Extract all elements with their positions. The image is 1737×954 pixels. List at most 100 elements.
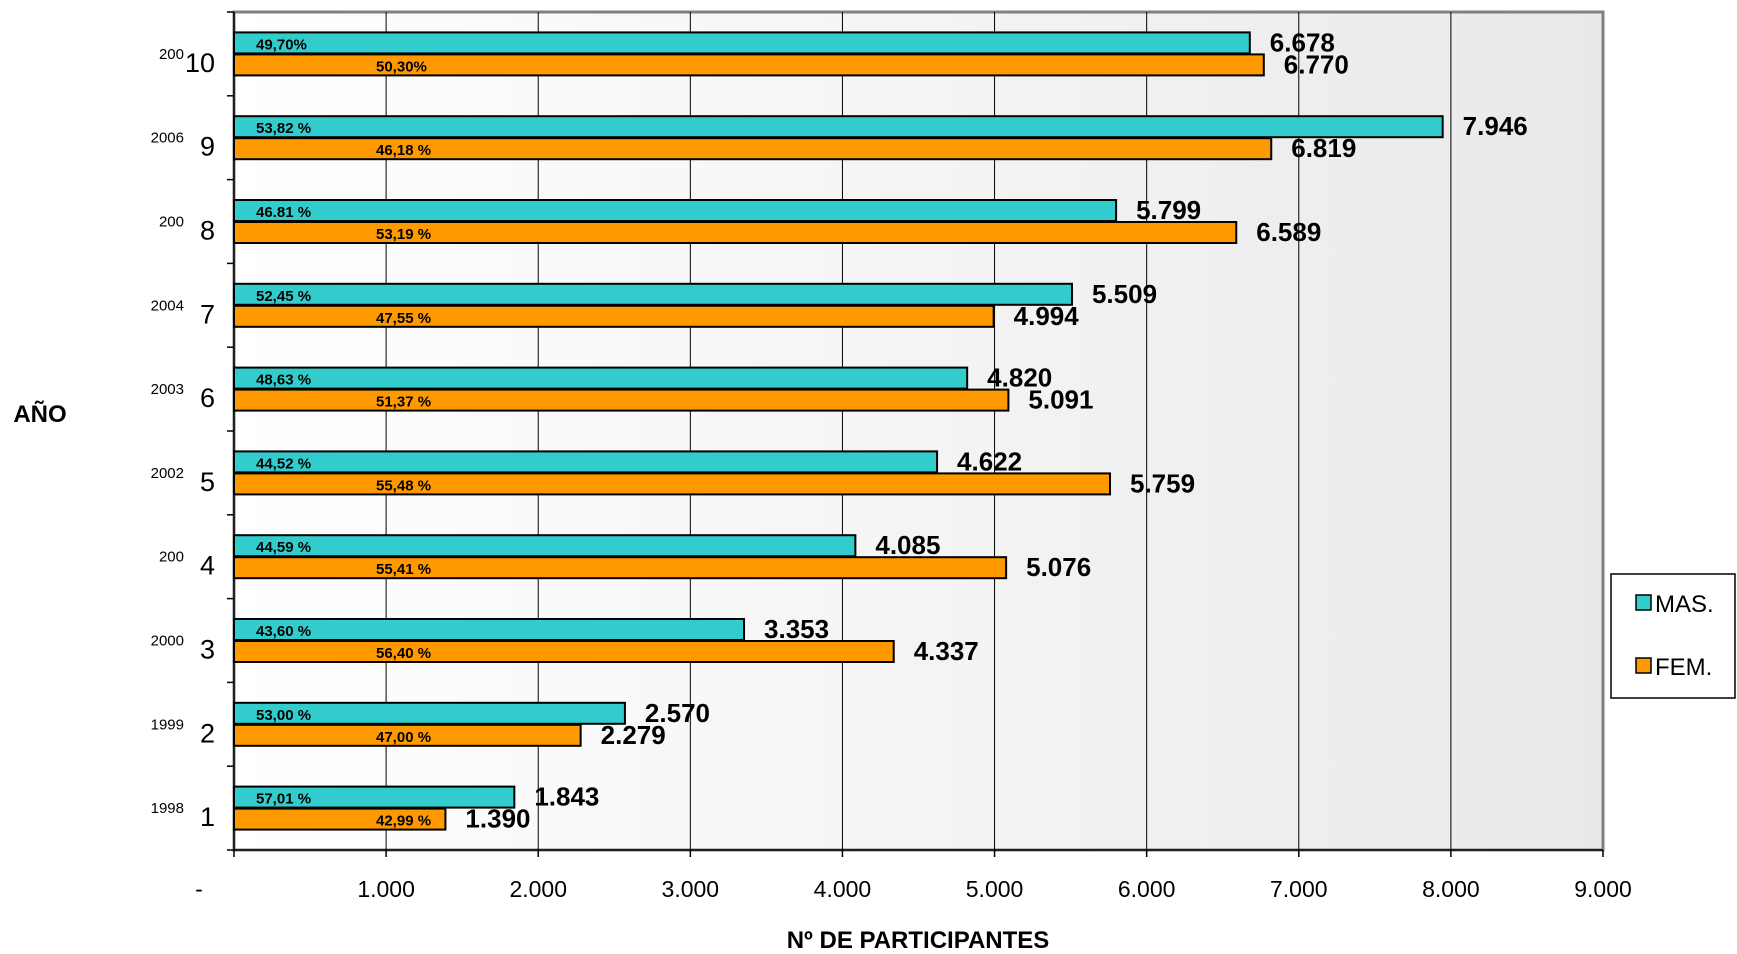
legend-label-fem: FEM. [1655,654,1712,681]
value-label: 1.843 [534,782,599,812]
value-label: 4.820 [987,363,1052,393]
bar-fem [233,807,447,831]
x-tick-label: 2.000 [509,876,567,902]
percent-label: 56,40 % [376,645,431,662]
percent-label: 49,70% [256,36,307,53]
bar-fem [233,723,582,747]
x-tick-label: 8.000 [1422,876,1480,902]
value-label: 6.589 [1256,217,1321,247]
value-label: 7.946 [1463,111,1528,141]
x-tick-label: 9.000 [1574,876,1632,902]
percent-label: 55,41 % [376,561,431,578]
value-label: 6.819 [1291,133,1356,163]
percent-label: 55,48 % [376,477,431,494]
value-label: 5.799 [1136,195,1201,225]
y-tick-year: 2003 [151,381,184,398]
value-label: 4.337 [914,636,979,666]
legend-box [1610,573,1736,699]
y-tick-label: 7 [200,299,215,329]
y-tick-label: 4 [200,551,215,581]
bar-fem [233,221,1238,244]
percent-label: 44,52 % [256,455,311,472]
percent-label: 53,19 % [376,226,431,243]
bar-mas [233,366,969,390]
y-tick-label: 3 [200,635,215,665]
bar-fem [233,53,1265,77]
value-label: 5.759 [1130,468,1195,498]
legend-swatch-mas [1635,594,1652,611]
percent-label: 44,59 % [256,539,311,556]
y-tick-label: 9 [200,132,215,162]
bar-fem [233,556,1008,580]
bar-mas [233,282,1073,306]
percent-label: 53,00 % [256,707,311,724]
value-label: 6.678 [1270,27,1335,57]
percent-label: 47,00 % [376,729,431,746]
bar-fem [233,388,1010,412]
percent-label: 43,60 % [256,623,311,640]
y-tick-label: 8 [200,216,215,246]
y-tick-year: 2006 [151,130,184,147]
legend-label-mas: MAS. [1655,591,1714,618]
bar-fem [233,472,1112,496]
x-tick-label: - [195,876,203,902]
y-tick-year: 200 [159,549,184,566]
percent-label: 46.81 % [256,204,311,221]
y-tick-year: 1998 [151,800,184,817]
y-tick-year: 2004 [151,297,184,314]
bars [233,31,1444,831]
bar-fem [233,304,995,328]
x-axis-title: Nº DE PARTICIPANTES [787,927,1050,954]
value-label: 5.509 [1092,279,1157,309]
bar-mas [233,534,857,558]
y-axis-title: AÑO [13,400,66,428]
percent-label: 47,55 % [376,310,431,327]
y-ticks: 1199821999320004200520026200372004820092… [151,11,234,851]
bar-fem [233,137,1273,161]
y-tick-label: 1 [200,802,215,832]
value-label: 5.076 [1026,552,1091,582]
y-tick-year: 2002 [151,465,184,482]
value-label: 4.994 [1014,301,1080,331]
legend: MAS. FEM. [1610,573,1736,699]
percent-label: 52,45 % [256,288,311,305]
percent-label: 42,99 % [376,813,431,830]
bar-fem [233,640,895,663]
y-tick-year: 200 [159,214,184,231]
value-label: 2.570 [645,698,710,728]
y-tick-label: 5 [200,467,215,497]
y-tick-label: 2 [200,718,215,748]
y-tick-year: 200 [159,46,184,63]
bar-mas [233,115,1444,139]
percent-label: 53,82 % [256,120,311,137]
percent-label: 51,37 % [376,394,431,411]
legend-swatch-fem [1635,657,1652,674]
percent-label: 50,30% [376,58,427,75]
percent-label: 57,01 % [256,791,311,808]
y-tick-label: 10 [185,48,215,78]
value-label: 5.091 [1028,385,1093,415]
y-tick-year: 1999 [151,716,184,733]
data-labels: 1.843 57,01 % 1.390 42,99 % 2.570 53,00 % 2.27… [256,27,1528,833]
percent-label: 46,18 % [376,142,431,159]
value-label: 3.353 [764,614,829,644]
x-tick-label: 5.000 [966,876,1024,902]
percent-label: 48,63 % [256,372,311,389]
value-label: 4.085 [875,530,940,560]
x-ticks: - 1.000 2.000 3.000 4.000 5.000 6.000 7.000 8.00… [195,850,1632,902]
value-label: 1.390 [465,804,530,834]
x-tick-label: 4.000 [814,876,872,902]
x-tick-label: 7.000 [1270,876,1328,902]
y-tick-label: 6 [200,383,215,413]
value-label: 4.622 [957,446,1022,476]
bar-mas [233,450,939,474]
bar-mas [233,199,1118,222]
x-tick-label: 6.000 [1118,876,1176,902]
value-label: 2.279 [601,720,666,750]
x-tick-label: 1.000 [357,876,415,902]
value-label: 6.770 [1284,49,1349,79]
y-tick-year: 2000 [151,633,184,650]
x-tick-label: 3.000 [662,876,720,902]
bar-mas [233,31,1251,55]
